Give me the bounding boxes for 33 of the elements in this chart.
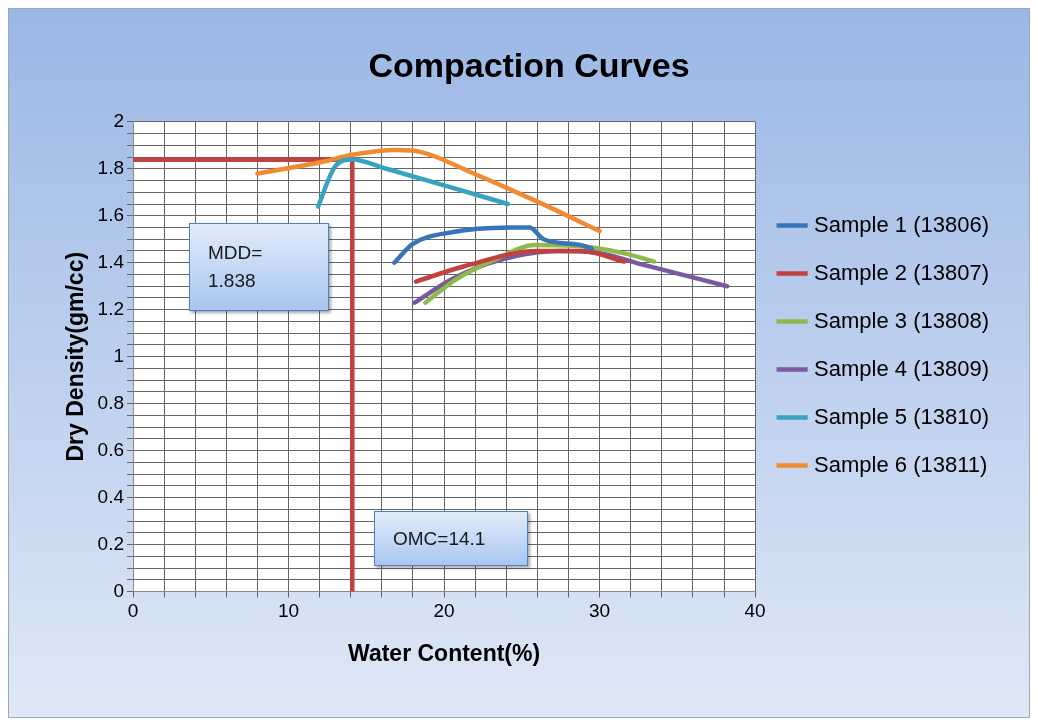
line-series bbox=[255, 147, 602, 234]
note-box: OMC=14.1 bbox=[374, 511, 528, 566]
y-tick-label: 0.2 bbox=[97, 532, 125, 554]
legend-label: Sample 1 (13806) bbox=[814, 211, 990, 237]
y-tick-label: 0.4 bbox=[97, 485, 125, 507]
x-tick-label: 20 bbox=[433, 600, 455, 622]
y-tick-label: 2 bbox=[113, 110, 125, 132]
line-series bbox=[392, 225, 595, 265]
note-box: MDD= 1.838 bbox=[189, 223, 329, 311]
x-tick-label: 30 bbox=[589, 600, 611, 622]
y-tick-label: 1.2 bbox=[97, 297, 125, 319]
y-tick-label: 1 bbox=[113, 344, 125, 366]
legend-label: Sample 2 (13807) bbox=[814, 259, 990, 285]
x-tick-label: 10 bbox=[277, 600, 300, 622]
legend-label: Sample 4 (13809) bbox=[814, 355, 990, 381]
x-tick-label: 40 bbox=[744, 600, 766, 622]
y-tick-label: 1.6 bbox=[97, 203, 125, 225]
x-axis-title: Water Content(%) bbox=[348, 639, 541, 666]
y-tick-label: 1.8 bbox=[97, 157, 125, 179]
line-series bbox=[315, 157, 511, 209]
y-tick-label: 0.6 bbox=[97, 438, 125, 460]
annotation: MDD= 1.838 bbox=[208, 241, 263, 293]
y-tick-label: 1.4 bbox=[97, 250, 125, 272]
annotation: OMC=14.1 bbox=[393, 526, 486, 551]
legend-label: Sample 6 (13811) bbox=[814, 451, 988, 477]
chart-title: Compaction Curves bbox=[368, 45, 690, 84]
legend-label: Sample 3 (13808) bbox=[814, 307, 990, 333]
y-tick-label: 0 bbox=[113, 579, 125, 601]
y-axis-title: Dry Density(gm/cc) bbox=[62, 251, 89, 462]
y-tick-label: 0.8 bbox=[97, 391, 125, 413]
legend-label: Sample 5 (13810) bbox=[814, 403, 990, 429]
x-tick-label: 0 bbox=[127, 600, 139, 622]
line-series bbox=[413, 248, 627, 284]
